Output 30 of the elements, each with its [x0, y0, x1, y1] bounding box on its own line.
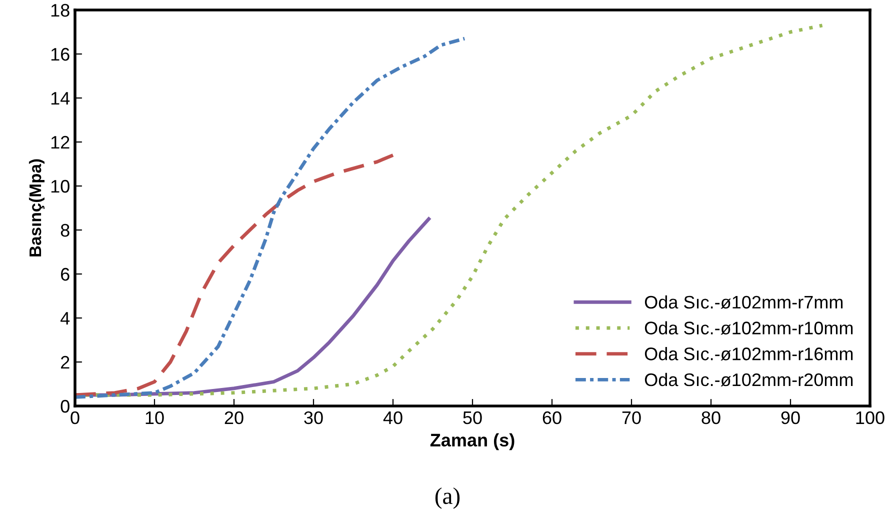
legend-label: Oda Sıc.-ø102mm-r16mm — [644, 347, 853, 360]
x-tick-label: 100 — [856, 411, 884, 424]
x-tick-label: 40 — [383, 411, 402, 424]
y-tick-label: 6 — [61, 268, 70, 281]
line-series — [75, 36, 466, 399]
text: (a) — [435, 487, 460, 509]
y-axis-title: Basınç(Mpa) — [28, 159, 44, 256]
legend-label: Oda Sıc.-ø102mm-r7mm — [644, 295, 843, 309]
y-tick-label: 18 — [51, 4, 70, 17]
y-tick-label: 4 — [60, 312, 70, 325]
legend-label: Oda Sıc.-ø102mm-r20mm — [644, 372, 853, 386]
y-tick-label: 14 — [51, 92, 70, 105]
x-axis-title: Zaman (s) — [430, 433, 514, 450]
y-tick-label: 10 — [51, 180, 70, 193]
x-tick-label: 0 — [70, 411, 80, 424]
y-tick-label: 16 — [51, 48, 70, 61]
x-tick-label: 20 — [224, 411, 244, 424]
x-tick-label: 90 — [781, 411, 800, 424]
x-tick-label: 60 — [542, 411, 562, 424]
x-tick-label: 30 — [304, 411, 323, 424]
legend-label: Oda Sıc.-ø102mm-r10mm — [644, 321, 853, 335]
x-tick-label: 10 — [146, 411, 164, 424]
y-tick-label: 0 — [60, 400, 70, 413]
x-tick-label: 80 — [702, 411, 720, 424]
y-tick-label: 8 — [60, 224, 70, 237]
y-tick-label: 12 — [51, 136, 70, 149]
y-tick-label: 2 — [61, 356, 70, 369]
x-tick-label: 50 — [463, 411, 482, 424]
line-series — [75, 153, 395, 397]
x-tick-label: 70 — [622, 411, 641, 424]
